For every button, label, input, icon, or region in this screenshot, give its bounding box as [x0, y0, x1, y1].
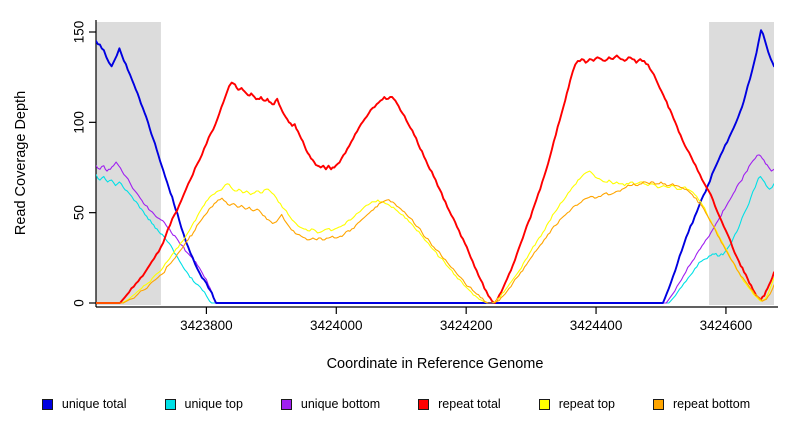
y-axis-label: Read Coverage Depth [13, 90, 29, 236]
x-tick-label: 3424600 [700, 318, 753, 333]
y-tick-label: 50 [72, 205, 87, 220]
legend-label: repeat top [558, 397, 615, 411]
shaded-edge-region-right [709, 22, 774, 305]
legend: unique total unique top unique bottom repea… [0, 397, 792, 411]
legend-swatch-icon [41, 398, 53, 410]
legend-label: repeat bottom [672, 397, 751, 411]
legend-item-repeat-bottom: repeat bottom [652, 397, 751, 411]
series-line-unique-total [96, 29, 774, 304]
legend-swatch-icon [164, 398, 176, 410]
legend-item-repeat-top: repeat top [538, 397, 615, 411]
legend-swatch-icon [418, 398, 430, 410]
legend-item-unique-top: unique top [164, 397, 243, 411]
plot-canvas: 3423800 3424000 3424200 3424400 3424600 0 50 10… [72, 20, 778, 333]
x-axis-label: Coordinate in Reference Genome [326, 356, 544, 372]
series-line-repeat-bottom [96, 181, 774, 304]
legend-item-unique-bottom: unique bottom [280, 397, 381, 411]
legend-swatch-icon [280, 398, 292, 410]
legend-label: unique top [184, 397, 243, 411]
legend-item-repeat-total: repeat total [418, 397, 501, 411]
legend-label: unique total [61, 397, 127, 411]
legend-swatch-icon [538, 398, 550, 410]
x-tick-label: 3424400 [570, 318, 623, 333]
x-tick-label: 3424200 [440, 318, 493, 333]
series-line-repeat-total [96, 54, 774, 304]
legend-item-unique-total: unique total [41, 397, 127, 411]
x-tick-label: 3424000 [310, 318, 363, 333]
legend-label: unique bottom [300, 397, 381, 411]
series-line-unique-top [96, 174, 774, 304]
legend-label: repeat total [438, 397, 501, 411]
y-tick-label: 100 [72, 111, 87, 134]
legend-swatch-icon [652, 398, 664, 410]
series-line-repeat-top [96, 170, 774, 304]
y-tick-label: 0 [72, 299, 87, 307]
y-tick-label: 150 [72, 21, 87, 44]
x-tick-label: 3423800 [180, 318, 233, 333]
